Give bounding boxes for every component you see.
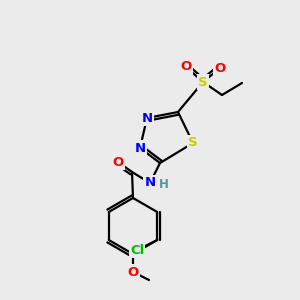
- Text: O: O: [128, 266, 139, 278]
- Text: O: O: [180, 61, 192, 74]
- Text: O: O: [112, 155, 124, 169]
- Text: Cl: Cl: [130, 244, 144, 256]
- Text: N: N: [134, 142, 146, 154]
- Text: N: N: [144, 176, 156, 190]
- Text: N: N: [141, 112, 153, 124]
- Text: O: O: [214, 61, 226, 74]
- Text: S: S: [198, 76, 208, 88]
- Text: H: H: [159, 178, 169, 190]
- Text: S: S: [188, 136, 198, 149]
